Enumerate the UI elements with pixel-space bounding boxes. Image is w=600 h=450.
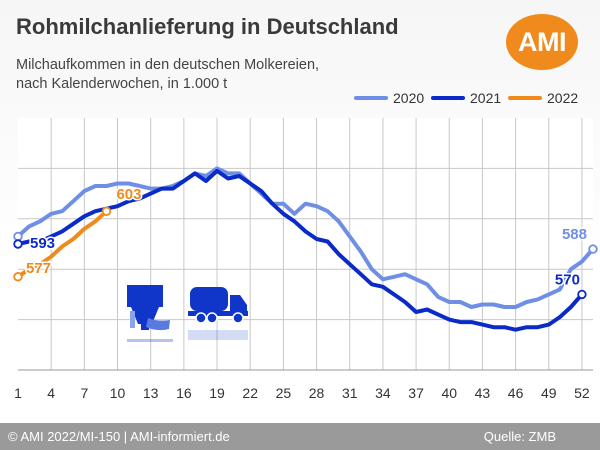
x-tick-label: 49	[541, 385, 557, 401]
x-tick-labels: 1 4 7 10 13 16 19 22 25 28 31 34 37 40 43 46 49 52	[14, 385, 590, 401]
x-tick-label: 1	[14, 385, 22, 401]
data-label-2021: 570	[555, 271, 580, 288]
chart-title: Rohmilchanlieferung in Deutschland	[16, 14, 399, 39]
chart-subtitle: Milchaufkommen in den deutschen Molkerei…	[16, 57, 320, 92]
series-point-2022-end	[101, 206, 112, 216]
x-tick-label: 52	[574, 385, 590, 401]
series-line-2020	[16, 166, 595, 309]
series-point-2021-start	[13, 239, 23, 249]
x-tick-label: 7	[80, 385, 88, 401]
series-point-2022-start	[13, 272, 23, 282]
x-tick-label: 19	[209, 385, 225, 401]
series-layer	[13, 166, 598, 332]
truck-icon	[188, 287, 248, 340]
x-tick-label: 25	[276, 385, 292, 401]
x-tick-label: 46	[508, 385, 524, 401]
x-tick-label: 4	[47, 385, 55, 401]
series-line-2021	[16, 168, 584, 332]
data-label-2021: 593	[30, 235, 55, 252]
data-labels: 593 577 603 588 570	[25, 185, 589, 290]
data-label-2022: 603	[116, 186, 141, 203]
legend-label-2022: 2022	[547, 90, 578, 106]
x-tick-label: 34	[375, 385, 391, 401]
series-point-2020-start	[13, 231, 23, 242]
legend-label-2021: 2021	[470, 90, 501, 106]
series-point-2021-end	[577, 289, 587, 300]
data-label-2020: 588	[562, 226, 587, 243]
milk-can-illustration	[127, 285, 173, 342]
x-tick-label: 28	[309, 385, 325, 401]
x-tick-label: 43	[475, 385, 491, 401]
x-tick-label: 16	[176, 385, 192, 401]
x-tick-label: 22	[242, 385, 258, 401]
footer-bar: © AMI 2022/MI-150 | AMI-informiert.de Qu…	[0, 423, 600, 450]
plot-area-background	[18, 118, 593, 370]
legend: 2020 2021 2022	[354, 90, 578, 106]
x-tick-label: 13	[143, 385, 159, 401]
x-tick-label: 10	[110, 385, 126, 401]
footer-source: Quelle: ZMB	[483, 429, 556, 444]
x-tick-label: 37	[408, 385, 424, 401]
series-line-2022	[16, 209, 109, 279]
x-tick-label: 40	[441, 385, 457, 401]
ami-logo: AMI	[506, 14, 578, 70]
data-label-2022: 577	[26, 260, 51, 277]
footer-copyright: © AMI 2022/MI-150 | AMI-informiert.de	[8, 429, 230, 444]
x-tick-label: 31	[342, 385, 358, 401]
legend-label-2020: 2020	[393, 90, 424, 106]
series-point-2020-end	[588, 244, 598, 254]
